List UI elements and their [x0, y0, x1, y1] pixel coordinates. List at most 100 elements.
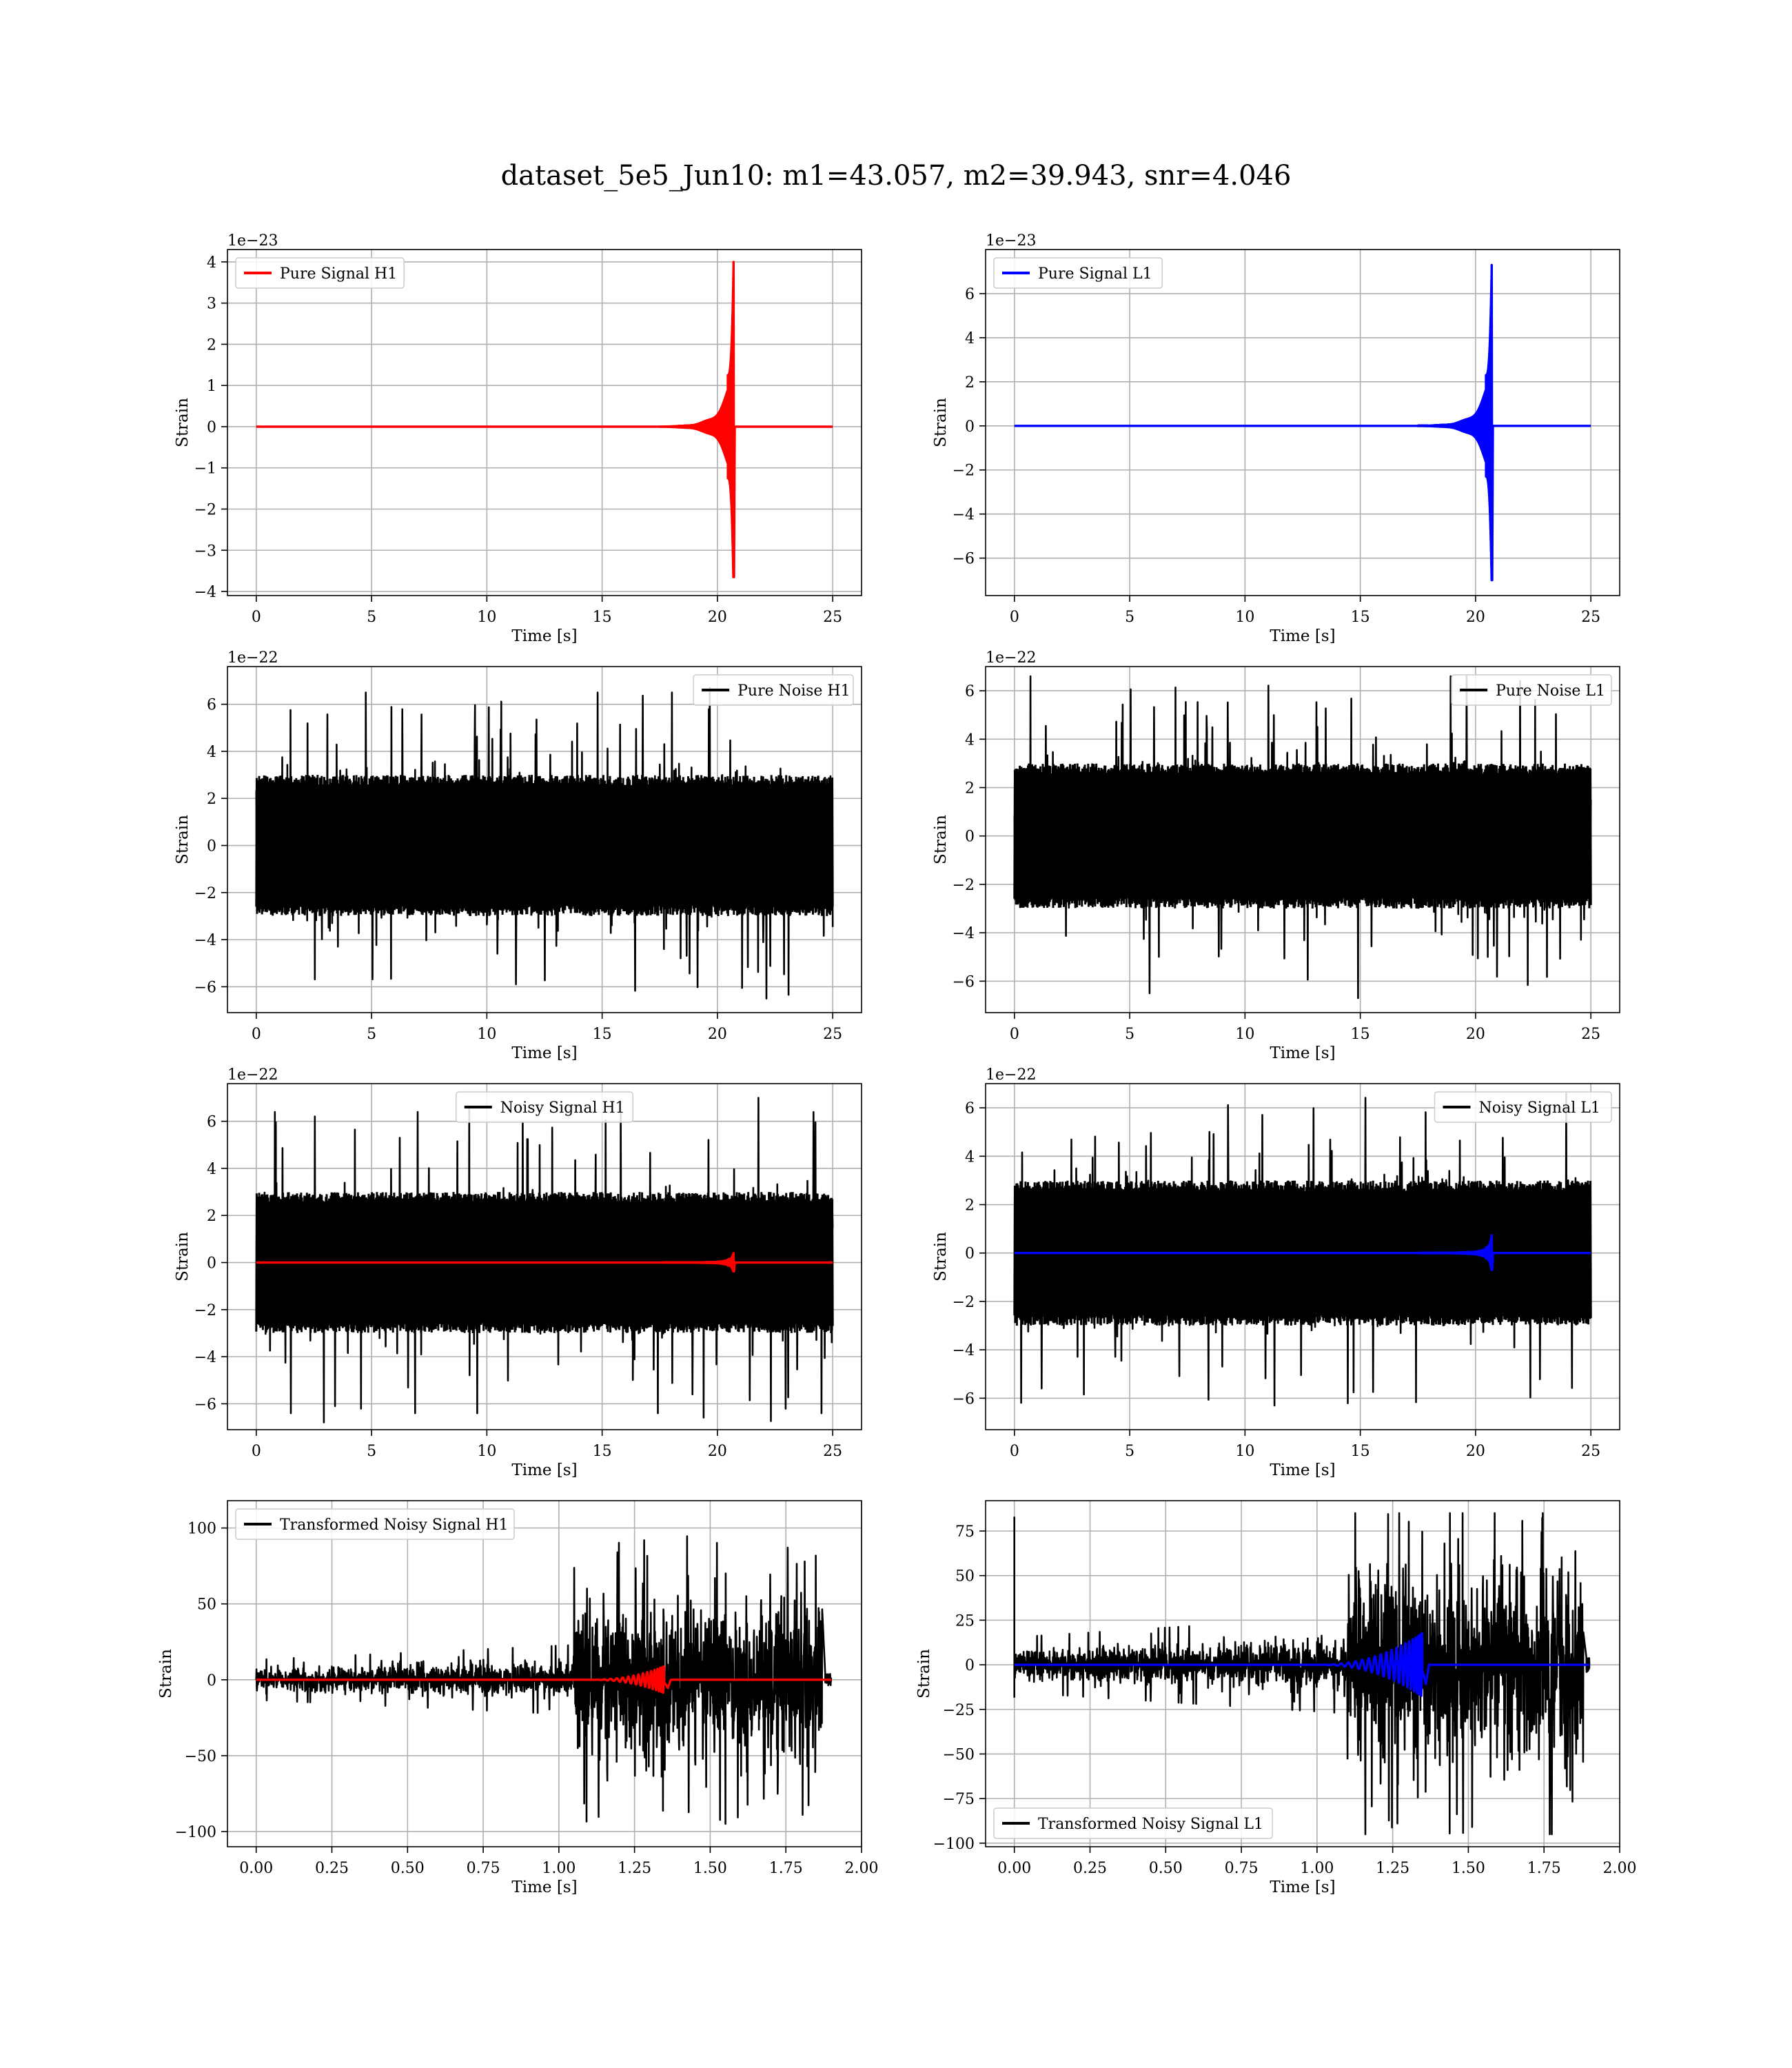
offset-text: 1e−22 — [227, 1066, 278, 1084]
y-axis-label: Strain — [915, 1649, 933, 1699]
legend: Pure Noise H1 — [693, 674, 854, 706]
plot-area — [255, 1535, 833, 1825]
series-line-pure-signal-h1-0 — [256, 261, 833, 578]
y-tick-label: 6 — [965, 1100, 975, 1117]
plot-area — [1014, 263, 1591, 582]
x-tick-label: 20 — [1466, 1443, 1485, 1460]
legend: Transformed Noisy Signal H1 — [235, 1508, 515, 1540]
x-tick-label: 0.75 — [1225, 1860, 1259, 1877]
y-tick-label: −100 — [933, 1836, 975, 1853]
legend-label: Pure Signal H1 — [280, 265, 397, 283]
y-tick-label: 0 — [965, 1246, 975, 1263]
y-tick-label: 3 — [207, 296, 216, 313]
panel-transformed-noisy-signal-h1: 0.00 0.25 0.50 0.75 1.00 1.25 1.50 1.75 2.00 −100… — [157, 1500, 879, 1896]
y-tick-label: 4 — [207, 254, 216, 272]
x-tick-label: 1.50 — [693, 1860, 727, 1877]
y-tick-label: 4 — [207, 1161, 216, 1178]
legend-box — [1451, 674, 1612, 706]
legend-label: Noisy Signal L1 — [1479, 1099, 1600, 1117]
x-tick-label: 5 — [1125, 609, 1134, 626]
plot-frame — [985, 1083, 1620, 1430]
y-tick-label: 0 — [207, 1672, 216, 1690]
series-line-transformed-noisy-signal-l1-1 — [1014, 1632, 1590, 1697]
y-tick-label: 0 — [207, 419, 216, 436]
y-tick-label: −4 — [194, 932, 216, 949]
legend: Pure Signal H1 — [235, 257, 405, 289]
x-tick-label: 15 — [593, 1443, 612, 1460]
series-line-pure-noise-h1-0 — [255, 687, 834, 1000]
y-tick-label: 6 — [207, 1114, 216, 1131]
x-tick-label: 0 — [252, 1443, 261, 1460]
x-tick-label: 0.00 — [997, 1860, 1031, 1877]
y-tick-label: 100 — [187, 1521, 216, 1538]
y-tick-label: 2 — [965, 1197, 975, 1215]
y-tick-label: 25 — [955, 1612, 975, 1630]
y-tick-label: 2 — [207, 1208, 216, 1225]
y-tick-label: 50 — [955, 1568, 975, 1585]
x-tick-label: 5 — [367, 1443, 376, 1460]
y-tick-label: 6 — [207, 697, 216, 714]
y-tick-label: −2 — [953, 1294, 975, 1311]
series-line-transformed-noisy-signal-l1-0 — [1013, 1512, 1591, 1836]
y-tick-label: 4 — [965, 330, 975, 347]
panel-pure-noise-l1: 0 5 10 15 20 25 −6 −4 −2 0 2 4 6 Time [s] Strain 1e−22 P… — [932, 649, 1620, 1062]
x-axis-label: Time [s] — [1270, 1044, 1335, 1062]
y-tick-label: −2 — [953, 877, 975, 894]
x-tick-label: 10 — [1235, 1026, 1254, 1043]
y-tick-label: 2 — [965, 374, 975, 392]
x-tick-label: 1.50 — [1452, 1860, 1485, 1877]
panel-noisy-signal-h1: 0 5 10 15 20 25 −6 −4 −2 0 2 4 6 Time [s] Strain 1e−22 N… — [174, 1066, 862, 1479]
panel-noisy-signal-l1: 0 5 10 15 20 25 −6 −4 −2 0 2 4 6 Time [s] Strain 1e−22 N… — [932, 1066, 1620, 1479]
legend: Noisy Signal H1 — [456, 1091, 633, 1123]
x-tick-label: 10 — [477, 1443, 496, 1460]
y-tick-label: 6 — [965, 683, 975, 700]
y-tick-label: −2 — [194, 502, 216, 519]
y-tick-label: −2 — [194, 885, 216, 902]
offset-text: 1e−22 — [227, 649, 278, 667]
plot-area — [256, 261, 833, 578]
y-axis-label: Strain — [932, 815, 950, 864]
y-tick-label: 50 — [197, 1596, 216, 1614]
legend-label: Pure Noise L1 — [1496, 682, 1605, 700]
offset-text: 1e−22 — [986, 649, 1036, 667]
y-tick-label: −6 — [194, 979, 216, 996]
legend-box — [1434, 1091, 1612, 1123]
legend-label: Noisy Signal H1 — [500, 1099, 625, 1117]
x-axis-label: Time [s] — [1270, 1878, 1335, 1896]
offset-text: 1e−23 — [227, 232, 278, 250]
x-tick-label: 15 — [1351, 1026, 1370, 1043]
y-tick-label: −2 — [194, 1302, 216, 1319]
x-tick-label: 15 — [1351, 1443, 1370, 1460]
y-tick-label: −1 — [194, 460, 216, 478]
x-tick-label: 2.00 — [845, 1860, 879, 1877]
y-tick-label: 1 — [207, 378, 216, 395]
x-tick-label: 20 — [708, 1443, 727, 1460]
y-tick-label: 0 — [207, 838, 216, 855]
legend: Pure Signal L1 — [993, 257, 1163, 289]
plot-frame — [227, 249, 862, 596]
legend-box — [993, 1807, 1273, 1839]
panel-pure-signal-l1: 0 5 10 15 20 25 −6 −4 −2 0 2 4 6 Time [s] Strain 1e−23P… — [932, 232, 1620, 645]
y-tick-label: −50 — [185, 1748, 216, 1765]
legend-label: Transformed Noisy Signal H1 — [280, 1517, 509, 1534]
legend-box — [693, 674, 854, 706]
legend-label: Pure Noise H1 — [737, 682, 851, 700]
y-tick-label: −4 — [194, 1349, 216, 1366]
plot-frame — [227, 666, 862, 1013]
x-tick-label: 15 — [593, 609, 612, 626]
plot-frame — [227, 1083, 862, 1430]
x-tick-label: 1.00 — [1300, 1860, 1334, 1877]
x-tick-label: 1.75 — [1527, 1860, 1561, 1877]
x-axis-label: Time [s] — [1270, 1461, 1335, 1479]
x-tick-label: 5 — [367, 1026, 376, 1043]
x-axis-label: Time [s] — [511, 1878, 577, 1896]
y-tick-label: 2 — [965, 780, 975, 798]
x-tick-label: 25 — [1581, 609, 1600, 626]
legend-box — [235, 257, 405, 289]
x-tick-label: 25 — [1581, 1443, 1600, 1460]
x-tick-label: 0.25 — [1073, 1860, 1107, 1877]
y-tick-label: −75 — [943, 1791, 975, 1808]
plot-area — [1013, 1512, 1591, 1836]
x-tick-label: 0 — [252, 609, 261, 626]
